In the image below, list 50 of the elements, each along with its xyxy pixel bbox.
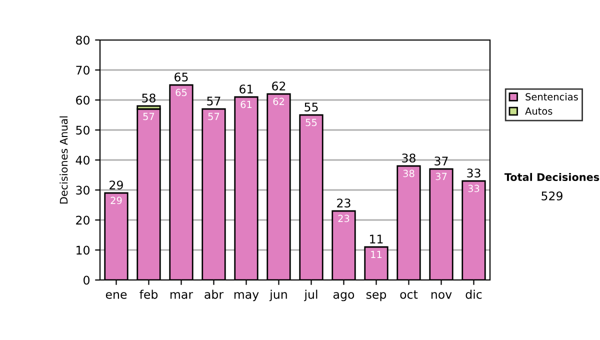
data-label: 37	[436, 172, 447, 180]
x-tick-label: dic	[466, 290, 482, 299]
total-label: 23	[337, 198, 350, 208]
total-label: 58	[142, 94, 156, 103]
data-label: 57	[208, 112, 220, 120]
x-tick-label: jul	[304, 290, 318, 302]
data-label: 61	[240, 100, 252, 108]
text: Total Decisiones	[504, 172, 600, 182]
x-tick-label: nov	[431, 292, 452, 299]
x-tick-label: oct	[400, 290, 418, 299]
y-tick-label: 40	[76, 156, 90, 165]
x-tick-label: mar	[170, 292, 194, 299]
x-tick-label: ago	[333, 292, 354, 302]
y-tick-label: 70	[76, 66, 90, 75]
data-label: 55	[306, 118, 317, 126]
data-label: 65	[176, 88, 187, 96]
x-tick-label: abr	[204, 290, 224, 299]
total-label: 61	[240, 84, 253, 94]
total-label: 55	[304, 102, 318, 112]
legend-label: Autos	[525, 108, 552, 115]
x-tick-label: may	[234, 292, 259, 302]
legend-label: Sentencias	[526, 92, 578, 100]
data-label: 29	[110, 196, 122, 204]
total-label: 62	[272, 82, 286, 91]
data-label: 33	[468, 184, 480, 192]
total-label: 65	[174, 72, 188, 82]
x-tick-label: ene	[106, 292, 127, 299]
text: 529	[542, 191, 562, 200]
data-label: 23	[338, 214, 350, 222]
x-tick-label: jun	[269, 290, 287, 302]
y-tick-label: 30	[76, 186, 90, 195]
total-label: 29	[110, 180, 123, 190]
y-tick-label: 60	[76, 96, 90, 105]
y-tick-label: 80	[76, 36, 90, 45]
y-tick-label: 10	[76, 246, 90, 255]
x-tick-label: sep	[366, 292, 386, 302]
y-tick-label: 20	[76, 216, 90, 225]
total-label: 38	[402, 154, 416, 163]
total-label: 33	[467, 168, 480, 178]
total-label: 11	[370, 234, 383, 244]
data-label: 11	[371, 250, 382, 258]
x-tick-label: feb	[140, 290, 158, 299]
y-tick-label: 50	[76, 126, 90, 135]
y-axis-title: Decisiones Anual	[60, 116, 68, 204]
data-label: 38	[403, 170, 414, 178]
total-label: 37	[434, 156, 448, 166]
data-label: 62	[273, 98, 284, 106]
y-tick-label: 0	[84, 276, 90, 285]
total-label: 57	[207, 96, 220, 106]
data-label: 57	[143, 112, 154, 120]
